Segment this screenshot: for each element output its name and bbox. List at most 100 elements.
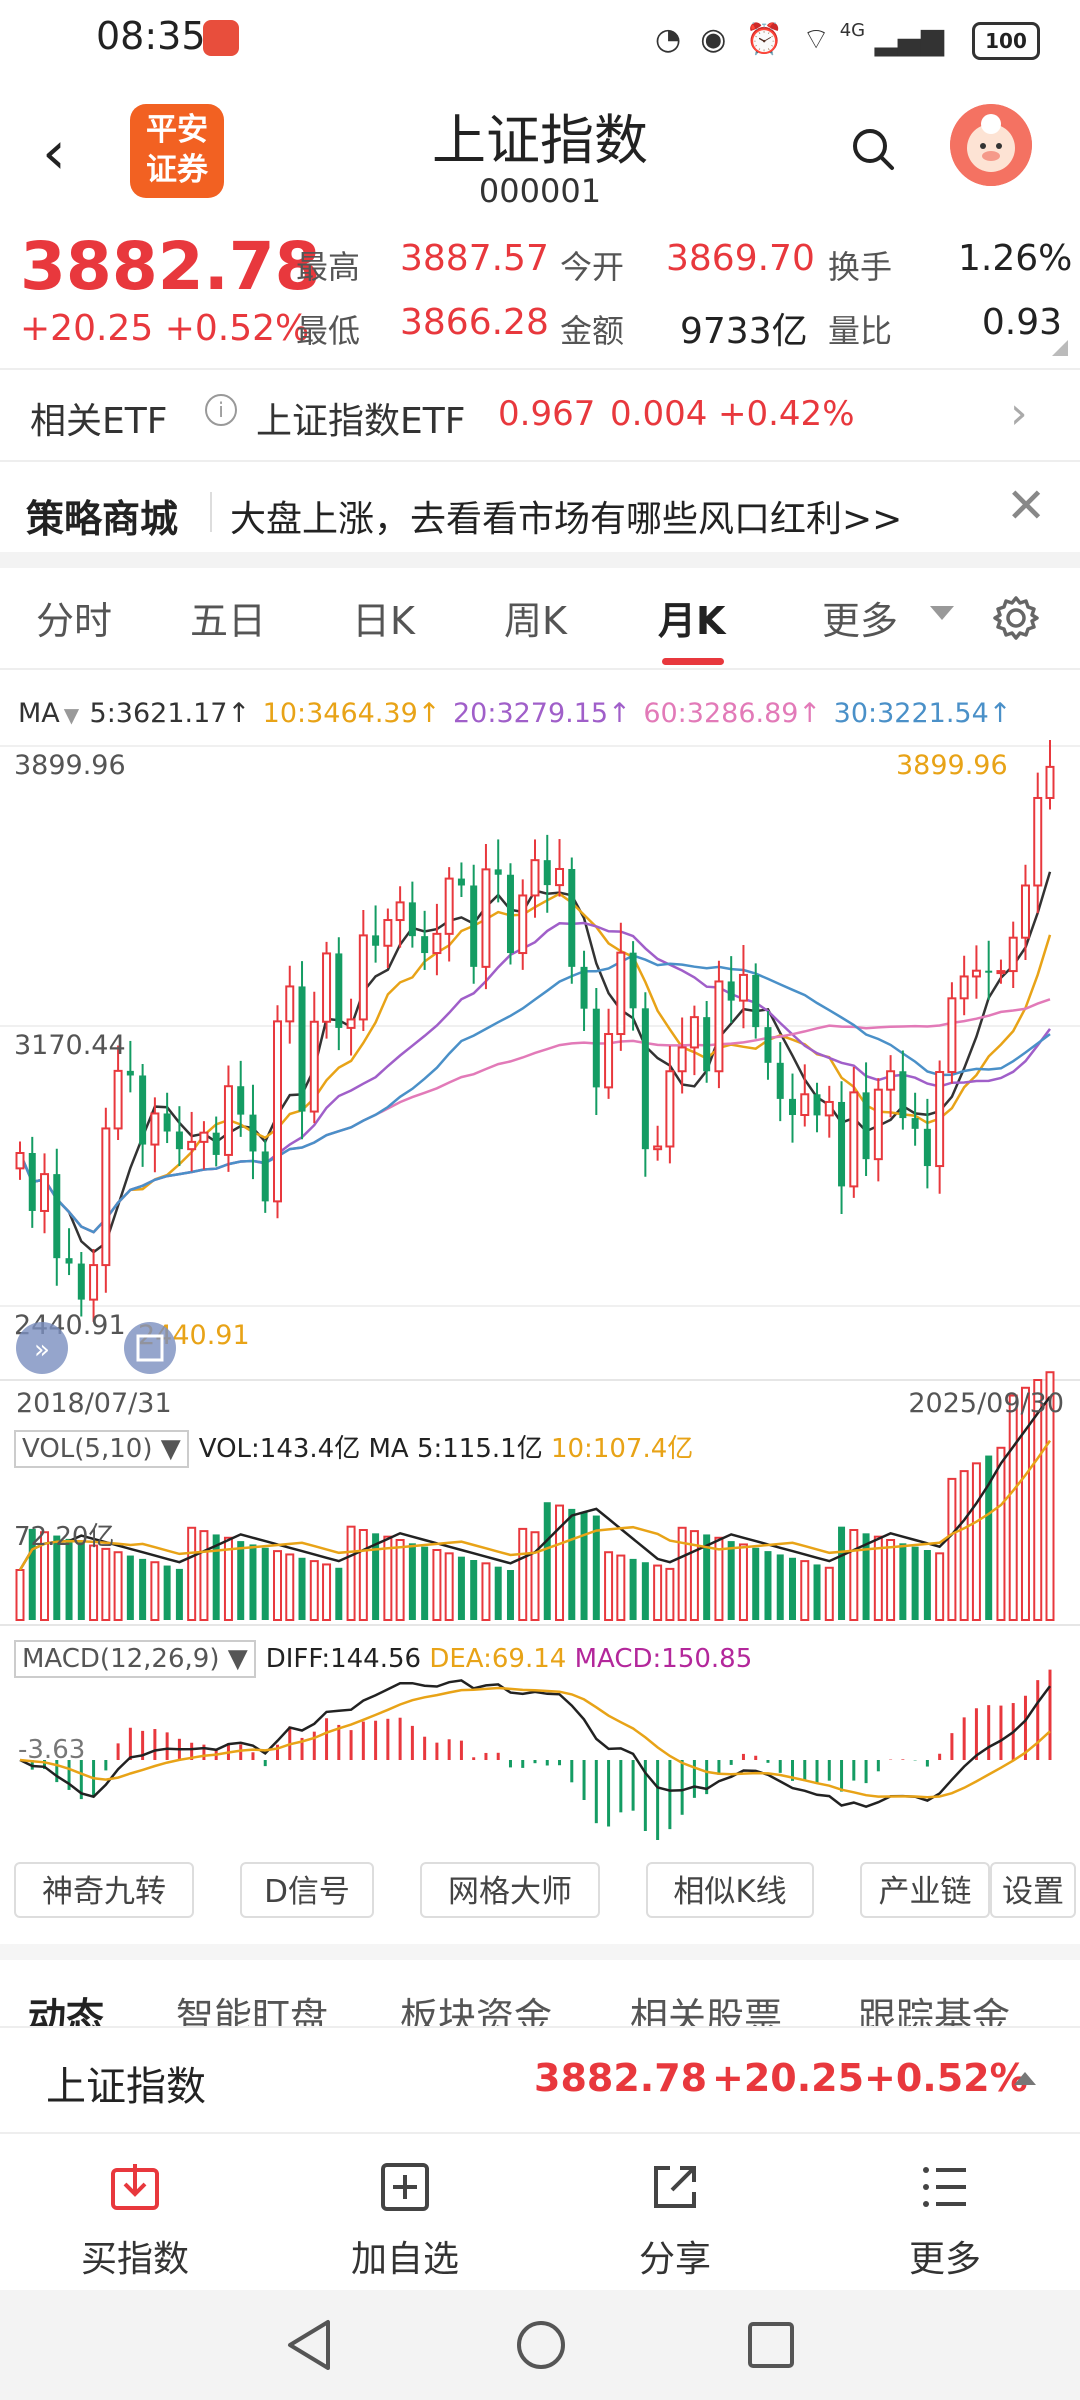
candle-body [568, 868, 576, 967]
candle-body [800, 1093, 810, 1117]
bottom-quote-strip[interactable] [0, 2026, 1080, 2134]
volume-bar [383, 1535, 393, 1622]
volume-bars [15, 1371, 1055, 1622]
dropdown-arrow-icon[interactable]: ▼ [63, 703, 86, 727]
stat-value: 3866.28 [400, 302, 549, 343]
download-icon [111, 2164, 159, 2210]
close-icon[interactable]: ✕ [1006, 478, 1047, 534]
system-nav-bar [0, 2290, 1080, 2400]
candle-body [873, 1088, 883, 1161]
back-icon[interactable]: ‹ [42, 118, 66, 188]
nav-recents-icon[interactable] [746, 2320, 796, 2370]
tool-button-d-signal[interactable]: D信号 [240, 1862, 374, 1918]
candle-body [592, 1008, 600, 1088]
candle-body [727, 981, 735, 1001]
share-button[interactable]: 分享 [600, 2160, 750, 2282]
candle-body [714, 980, 724, 1073]
candle-body [923, 1128, 931, 1167]
volume-bar [470, 1560, 478, 1620]
volume-indicator-name: VOL(5,10) [22, 1434, 153, 1464]
candle-body [335, 953, 343, 1028]
strategy-banner-link[interactable]: 大盘上涨，去看看市场有哪些风口红利>> [230, 499, 903, 540]
search-icon[interactable] [848, 124, 898, 174]
tab-more[interactable]: 更多 [822, 599, 899, 643]
volume-bar [65, 1538, 73, 1620]
tab-daily-k[interactable]: 日K [352, 599, 415, 643]
candle-body [139, 1075, 147, 1145]
stat-value: 3869.70 [666, 238, 815, 279]
tool-button-magic-nine[interactable]: 神奇九转 [14, 1862, 194, 1918]
ma-selector[interactable]: MA [18, 698, 60, 729]
ma-line [18, 871, 1052, 1254]
candle-body [947, 997, 957, 1074]
volume-bar [372, 1533, 380, 1620]
stat-value: 0.93 [981, 302, 1062, 343]
info-icon[interactable]: i [205, 394, 237, 426]
volume-bar [346, 1525, 356, 1622]
menu-icon [923, 2167, 966, 2207]
expand-left-icon[interactable]: » [16, 1322, 68, 1374]
avatar[interactable] [950, 104, 1032, 186]
tab-intraday[interactable]: 分时 [36, 599, 113, 643]
candle-body [824, 1100, 834, 1117]
volume-bar [322, 1563, 332, 1622]
tab-weekly-k[interactable]: 周K [504, 599, 567, 643]
active-tab-indicator [662, 658, 724, 665]
bottom-quote-name: 上证指数 [46, 2064, 206, 2110]
gear-icon[interactable] [990, 592, 1042, 644]
kline-chart[interactable]: 3899.96 3170.44 2440.91 3899.96 2440.91 … [0, 740, 1080, 1850]
candle-body [89, 1264, 99, 1301]
candle-body [813, 1094, 821, 1116]
tool-button-grid-master[interactable]: 网格大师 [420, 1862, 600, 1918]
buy-index-button[interactable]: 买指数 [60, 2160, 210, 2282]
volume-bar [444, 1552, 454, 1621]
tool-button-settings[interactable]: 设置 [990, 1862, 1076, 1918]
candle-body [395, 901, 405, 922]
expand-corner-icon[interactable] [1052, 340, 1068, 356]
volume-bar [1045, 1371, 1055, 1621]
chevron-right-icon[interactable]: › [1010, 388, 1028, 439]
add-watchlist-button[interactable]: 加自选 [330, 2160, 480, 2282]
candle-body [776, 1062, 784, 1099]
fullscreen-icon[interactable] [124, 1322, 176, 1374]
candle-body [1045, 765, 1055, 799]
volume-selector[interactable]: VOL(5,10) ▼ [14, 1430, 189, 1468]
candle-body [457, 878, 465, 886]
candle-body [421, 936, 429, 954]
tab-monthly-k[interactable]: 月K [658, 599, 726, 643]
volume-bar [764, 1551, 772, 1620]
volume-bar [616, 1554, 626, 1621]
volume-bar [996, 1446, 1006, 1621]
dropdown-arrow-icon[interactable] [930, 606, 954, 620]
candle-body [494, 869, 502, 875]
volume-bar [849, 1529, 859, 1621]
volume-bar [641, 1562, 649, 1620]
candle-body [309, 1020, 319, 1113]
candle-body [1008, 936, 1018, 973]
volume-bar [432, 1549, 442, 1621]
etf-name[interactable]: 上证指数ETF [256, 401, 466, 442]
volume-bar [1008, 1394, 1018, 1621]
candle-body [530, 859, 540, 897]
macd-indicator-name: MACD(12,26,9) [22, 1644, 220, 1674]
candle-body [40, 1173, 50, 1212]
candle-body [838, 1101, 846, 1187]
tool-button-industry-chain[interactable]: 产业链 [860, 1862, 990, 1918]
tab-five-day[interactable]: 五日 [190, 599, 267, 643]
more-button[interactable]: 更多 [870, 2160, 1020, 2282]
tool-button-similar-k[interactable]: 相似K线 [646, 1862, 814, 1918]
macd-selector[interactable]: MACD(12,26,9) ▼ [14, 1640, 256, 1678]
nav-home-icon[interactable] [514, 2318, 568, 2372]
nav-back-icon[interactable] [284, 2318, 334, 2372]
candle-body [249, 1114, 257, 1152]
volume-bar [126, 1555, 134, 1620]
volume-bar [923, 1550, 931, 1620]
stat-value: 3887.57 [400, 238, 549, 279]
action-label: 更多 [908, 2239, 981, 2280]
candle-body [15, 1152, 25, 1170]
notification-app-icon [203, 20, 239, 56]
candle-body [677, 1046, 687, 1073]
expand-up-icon[interactable] [1014, 2072, 1036, 2085]
candle-body [101, 1127, 111, 1267]
volume-bar [543, 1502, 551, 1620]
